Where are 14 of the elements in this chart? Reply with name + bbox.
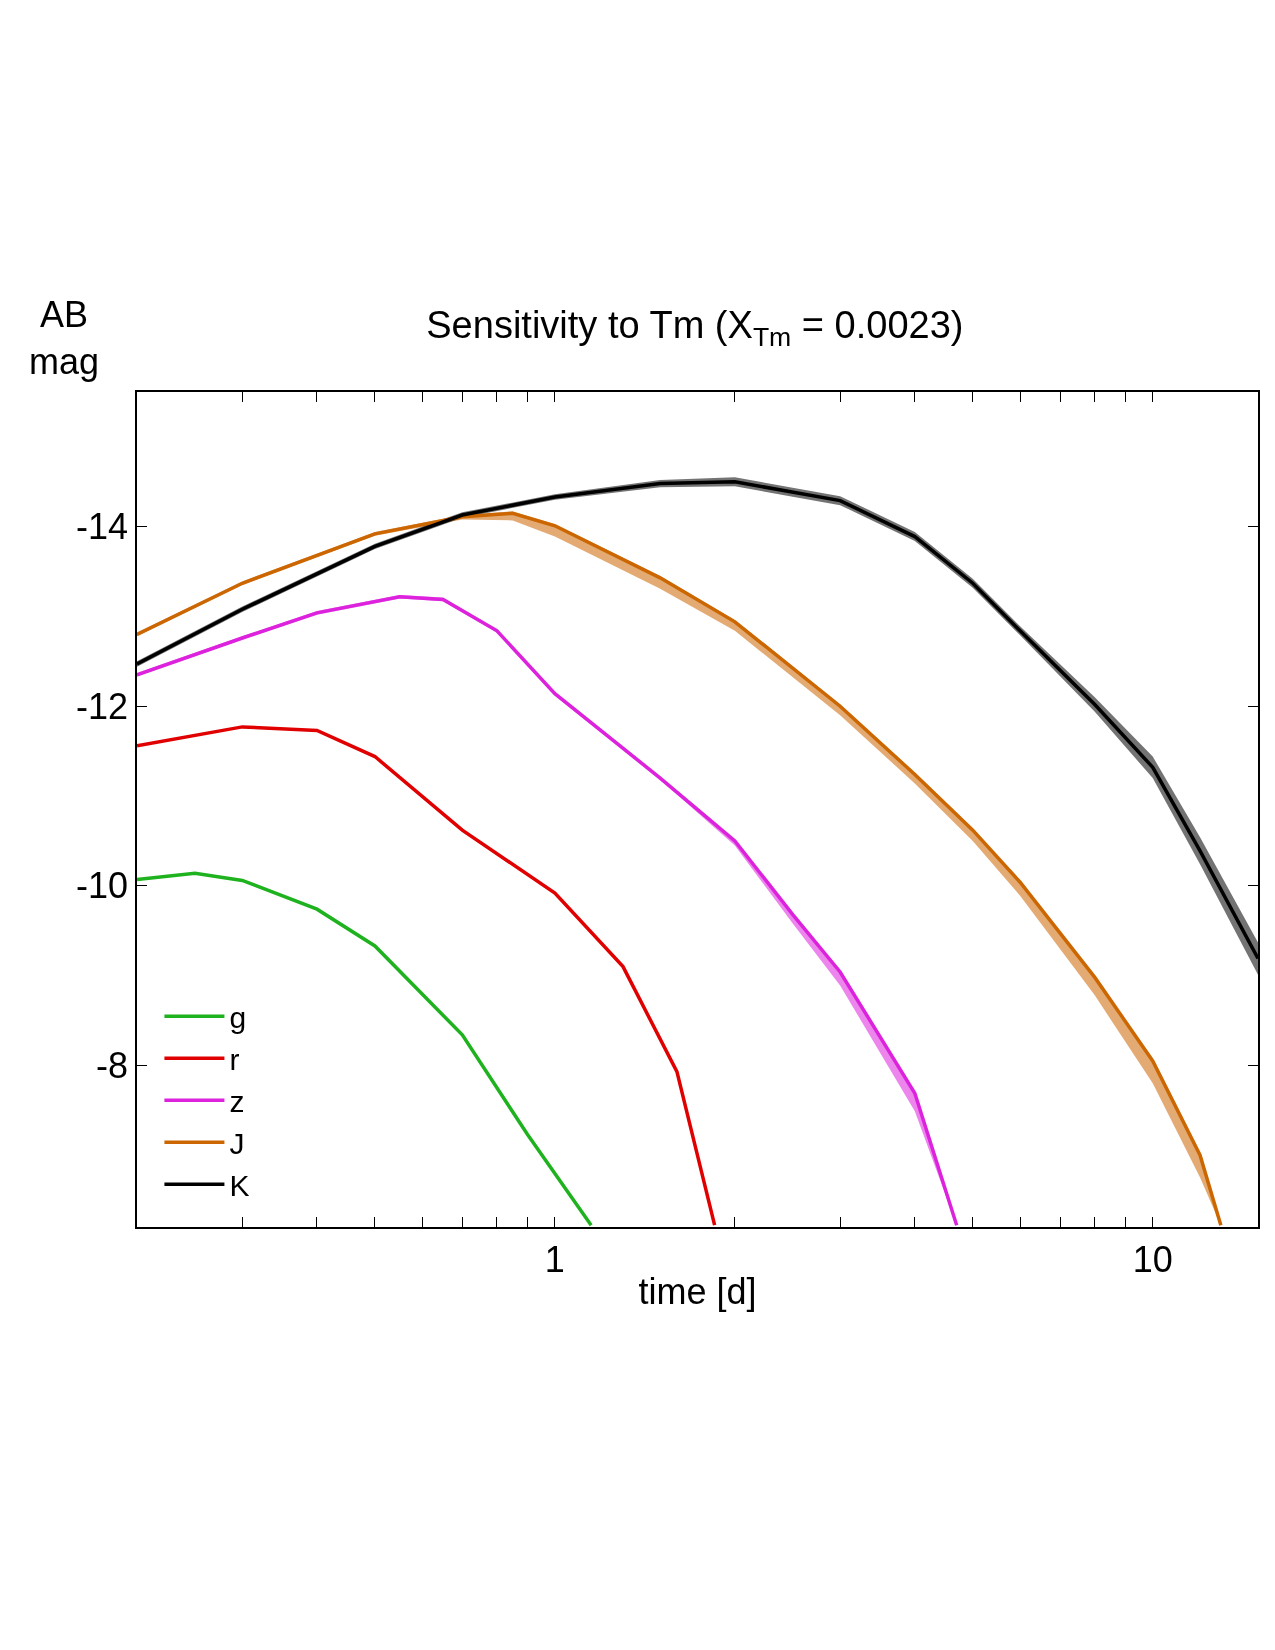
legend-label: z xyxy=(229,1085,245,1118)
x-axis-title: time [d] xyxy=(638,1271,757,1313)
y-tick-label: -12 xyxy=(76,685,129,727)
chart-title: Sensitivity to Tm (X$_{Tm}$ = 0.0023) xyxy=(426,304,964,353)
y-tick-label: -14 xyxy=(76,506,129,548)
legend-label: J xyxy=(229,1127,245,1160)
y-axis-title: AB mag xyxy=(29,294,100,382)
y-tick-label: -10 xyxy=(76,865,129,907)
y-tick-label: -8 xyxy=(96,1044,129,1086)
legend-label: K xyxy=(229,1169,250,1202)
legend-label: r xyxy=(229,1043,240,1076)
x-tick-label: 1 xyxy=(544,1238,565,1280)
x-tick-label: 10 xyxy=(1132,1238,1173,1280)
legend-label: g xyxy=(229,1001,247,1034)
